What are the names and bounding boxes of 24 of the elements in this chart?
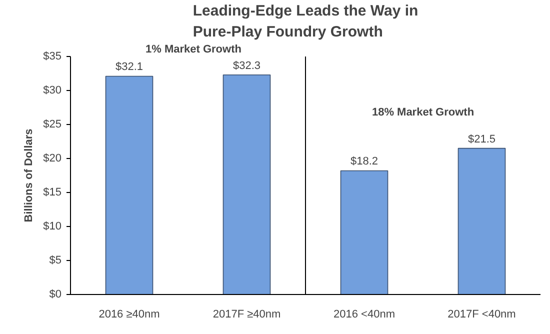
data-label: $32.1: [115, 61, 144, 74]
x-tick-label: 2017F ≥40nm: [212, 308, 281, 320]
data-label: $18.2: [350, 156, 378, 168]
y-tick-label: $25: [43, 118, 62, 130]
x-tick-label: 2016 <40nm: [334, 308, 395, 320]
y-tick-label: $30: [43, 84, 62, 96]
y-tick-label: $15: [43, 186, 62, 198]
data-label: $32.3: [232, 60, 261, 72]
text: 1% Market Growth: [146, 44, 242, 56]
x-tick-label: 2017F <40nm: [448, 308, 516, 320]
y-tick-label: $0: [49, 288, 62, 300]
bar: [458, 148, 506, 294]
y-tick-label: $10: [43, 220, 62, 232]
y-tick-label: $20: [43, 152, 62, 164]
y-axis-title: Billions of Dollars: [23, 128, 36, 222]
x-tick-label: 2016 ≥40nm: [98, 308, 160, 320]
y-tick-label: $35: [43, 50, 62, 62]
annotation: 18% Market Growth: [372, 106, 474, 118]
bar: [105, 76, 154, 294]
y-tick-label: $5: [49, 254, 62, 266]
chart-title: Leading-Edge Leads the Way in Pure-Play Foundry Growth: [192, 2, 418, 40]
bar: [340, 170, 388, 294]
bar: [222, 74, 271, 294]
data-label: $21.5: [468, 133, 496, 146]
